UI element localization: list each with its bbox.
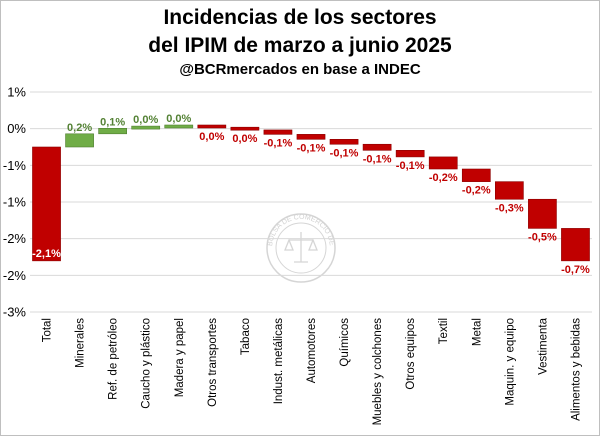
y-tick-label: -1%	[3, 195, 27, 210]
category-label: Maquin. y equipo	[504, 318, 516, 406]
y-tick-label: -2%	[3, 231, 27, 246]
data-label: 0,0%	[133, 114, 158, 126]
y-tick-label: -3%	[3, 305, 27, 320]
bar-6	[230, 126, 260, 131]
bar-7	[263, 129, 293, 135]
bar-14	[495, 181, 524, 200]
category-label: Tabaco	[240, 318, 252, 355]
bar-4	[164, 124, 194, 129]
bar-10	[362, 143, 392, 151]
data-label: -0,1%	[363, 153, 392, 165]
data-label: -0,2%	[429, 172, 458, 184]
category-label: Madera y papel	[174, 318, 186, 397]
chart-subtitle: del IPIM de marzo a junio 2025	[148, 34, 452, 57]
data-label: -0,7%	[561, 264, 590, 276]
category-label: Otros equipos	[405, 318, 417, 390]
category-label: Químicos	[339, 318, 351, 367]
data-label: -0,1%	[297, 142, 326, 154]
category-label: Otros transportes	[207, 318, 219, 407]
data-label: -0,5%	[528, 231, 557, 243]
y-tick-label: -2%	[3, 268, 27, 283]
bar-13	[461, 168, 491, 182]
category-label: Minerales	[75, 318, 87, 368]
data-label: 0,0%	[166, 113, 191, 125]
category-label: Alimentos y bebidas	[570, 318, 582, 421]
category-label: Textil	[438, 318, 450, 344]
bar-0	[32, 146, 61, 262]
chart-source: @BCRmercados en base a INDEC	[179, 61, 421, 78]
data-label: -0,3%	[495, 202, 524, 214]
data-label: -0,2%	[462, 185, 491, 197]
category-label: Indust. metálicas	[273, 318, 285, 405]
bar-8	[296, 134, 326, 140]
category-label: Vestimenta	[537, 317, 549, 374]
bar-11	[395, 150, 425, 158]
data-label: 0,1%	[100, 116, 125, 128]
bar-3	[131, 125, 161, 130]
data-label: 0,0%	[232, 133, 257, 145]
y-tick-label: -1%	[3, 158, 27, 173]
bar-16	[561, 228, 590, 262]
data-label: -0,1%	[264, 137, 293, 149]
category-label: Ref. de petróleo	[108, 318, 120, 400]
bar-1	[65, 133, 94, 148]
bar-2	[98, 128, 127, 135]
data-label: -0,1%	[330, 147, 359, 159]
y-tick-label: 1%	[7, 85, 26, 100]
bar-9	[329, 139, 359, 145]
category-label: Metal	[471, 318, 483, 346]
chart-title: Incidencias de los sectores	[163, 6, 437, 29]
category-label: Automotores	[306, 318, 318, 383]
bar-12	[428, 156, 458, 170]
category-label: Total	[42, 318, 54, 342]
data-label: 0,2%	[67, 122, 92, 134]
category-label: Muebles y colchones	[372, 318, 384, 426]
data-label: -0,1%	[396, 160, 425, 172]
y-tick-label: 0%	[7, 121, 26, 136]
bar-5	[197, 124, 227, 129]
data-label: -2,1%	[32, 248, 61, 260]
data-label: 0,0%	[199, 131, 224, 143]
category-label: Caucho y plástico	[141, 318, 153, 409]
bar-15	[528, 198, 557, 229]
